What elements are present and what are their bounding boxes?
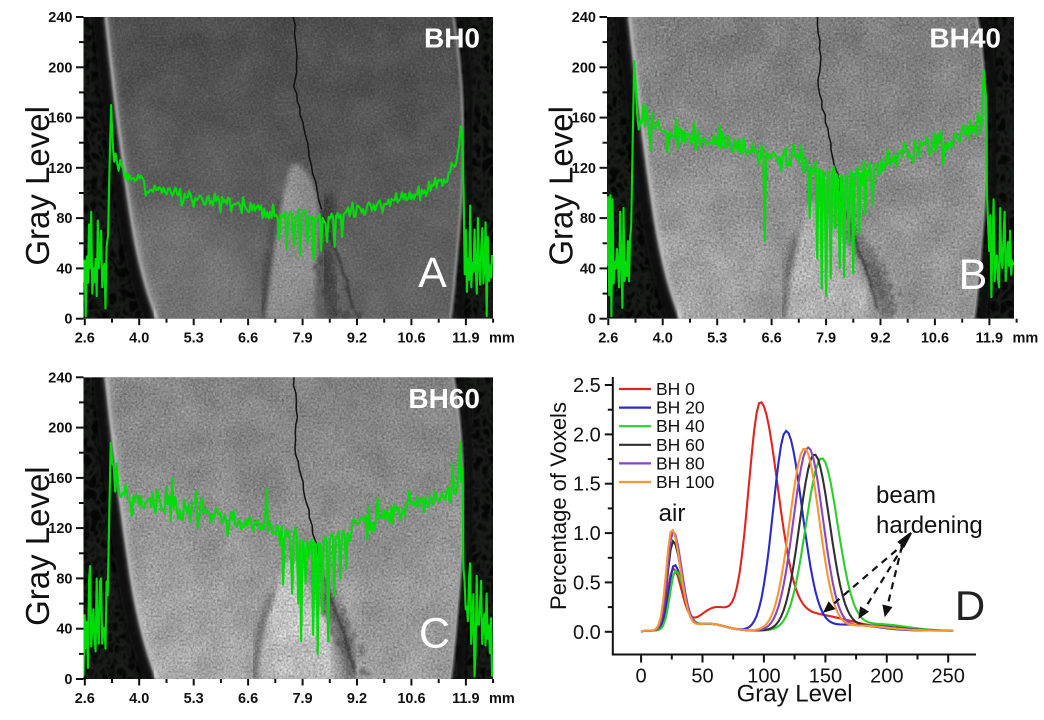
- svg-text:10.6: 10.6: [397, 691, 425, 707]
- svg-text:BH40: BH40: [929, 23, 1001, 54]
- svg-text:11.9: 11.9: [452, 691, 479, 707]
- svg-text:40: 40: [56, 622, 72, 638]
- svg-text:10.6: 10.6: [921, 331, 949, 347]
- svg-text:BH 100: BH 100: [656, 472, 715, 492]
- svg-text:240: 240: [48, 10, 72, 26]
- svg-text:160: 160: [48, 111, 72, 127]
- svg-text:0: 0: [64, 672, 72, 688]
- svg-text:BH 0: BH 0: [656, 379, 695, 399]
- svg-text:150: 150: [809, 666, 842, 688]
- svg-text:Percentage of Voxels: Percentage of Voxels: [546, 402, 571, 610]
- svg-text:0.0: 0.0: [573, 622, 601, 644]
- svg-text:80: 80: [580, 211, 596, 227]
- svg-text:D: D: [955, 582, 985, 629]
- svg-text:mm: mm: [489, 691, 515, 707]
- svg-text:Gray Level: Gray Level: [19, 106, 56, 266]
- svg-text:1.5: 1.5: [573, 474, 601, 496]
- svg-text:A: A: [418, 249, 447, 297]
- svg-text:BH60: BH60: [408, 383, 480, 414]
- svg-text:2.5: 2.5: [573, 375, 601, 397]
- svg-text:0: 0: [64, 312, 72, 328]
- svg-text:200: 200: [48, 421, 72, 437]
- svg-text:240: 240: [572, 10, 596, 26]
- svg-text:1.0: 1.0: [573, 523, 601, 545]
- svg-text:mm: mm: [1012, 331, 1038, 347]
- svg-text:160: 160: [48, 471, 72, 487]
- svg-text:9.2: 9.2: [870, 331, 890, 347]
- svg-text:BH 80: BH 80: [656, 453, 705, 473]
- svg-text:5.3: 5.3: [707, 331, 727, 347]
- svg-text:80: 80: [56, 571, 72, 587]
- svg-text:9.2: 9.2: [347, 691, 367, 707]
- svg-text:7.9: 7.9: [816, 331, 836, 347]
- svg-text:9.2: 9.2: [347, 331, 367, 347]
- svg-text:6.6: 6.6: [238, 331, 258, 347]
- svg-text:BH 60: BH 60: [656, 435, 705, 455]
- svg-text:250: 250: [932, 666, 965, 688]
- svg-text:beam: beam: [876, 482, 936, 509]
- svg-text:6.6: 6.6: [238, 691, 258, 707]
- svg-text:200: 200: [48, 60, 72, 76]
- svg-text:240: 240: [48, 370, 72, 386]
- svg-text:120: 120: [48, 521, 72, 537]
- svg-text:40: 40: [56, 261, 72, 277]
- svg-text:120: 120: [572, 161, 596, 177]
- svg-text:6.6: 6.6: [762, 331, 782, 347]
- svg-text:4.0: 4.0: [653, 331, 673, 347]
- svg-text:Gray Level: Gray Level: [737, 681, 853, 708]
- svg-text:Gray Level: Gray Level: [543, 106, 580, 266]
- svg-text:0: 0: [636, 666, 647, 688]
- svg-text:4.0: 4.0: [129, 331, 149, 347]
- svg-text:hardening: hardening: [876, 512, 983, 539]
- svg-text:120: 120: [48, 161, 72, 177]
- svg-text:200: 200: [572, 60, 596, 76]
- svg-text:40: 40: [580, 261, 596, 277]
- svg-text:air: air: [659, 500, 686, 527]
- svg-text:11.9: 11.9: [976, 331, 1003, 347]
- svg-text:2.6: 2.6: [598, 331, 618, 347]
- svg-text:7.9: 7.9: [292, 331, 312, 347]
- svg-text:5.3: 5.3: [184, 691, 204, 707]
- svg-text:200: 200: [870, 666, 903, 688]
- svg-text:BH 20: BH 20: [656, 398, 705, 418]
- svg-text:11.9: 11.9: [452, 331, 479, 347]
- svg-text:5.3: 5.3: [184, 331, 204, 347]
- svg-text:80: 80: [56, 211, 72, 227]
- svg-text:C: C: [419, 609, 450, 657]
- svg-text:B: B: [959, 251, 988, 299]
- svg-text:0.5: 0.5: [573, 572, 601, 594]
- svg-text:Gray Level: Gray Level: [19, 466, 56, 626]
- svg-text:160: 160: [572, 111, 596, 127]
- svg-text:4.0: 4.0: [129, 691, 149, 707]
- svg-text:mm: mm: [489, 331, 515, 347]
- svg-text:0: 0: [588, 312, 596, 328]
- svg-text:100: 100: [747, 666, 780, 688]
- svg-text:2.6: 2.6: [75, 691, 95, 707]
- svg-text:7.9: 7.9: [292, 691, 312, 707]
- svg-text:2.0: 2.0: [573, 424, 601, 446]
- svg-text:50: 50: [691, 666, 713, 688]
- svg-text:2.6: 2.6: [75, 331, 95, 347]
- svg-text:BH 40: BH 40: [656, 416, 705, 436]
- svg-text:BH0: BH0: [424, 23, 480, 54]
- svg-text:10.6: 10.6: [397, 331, 425, 347]
